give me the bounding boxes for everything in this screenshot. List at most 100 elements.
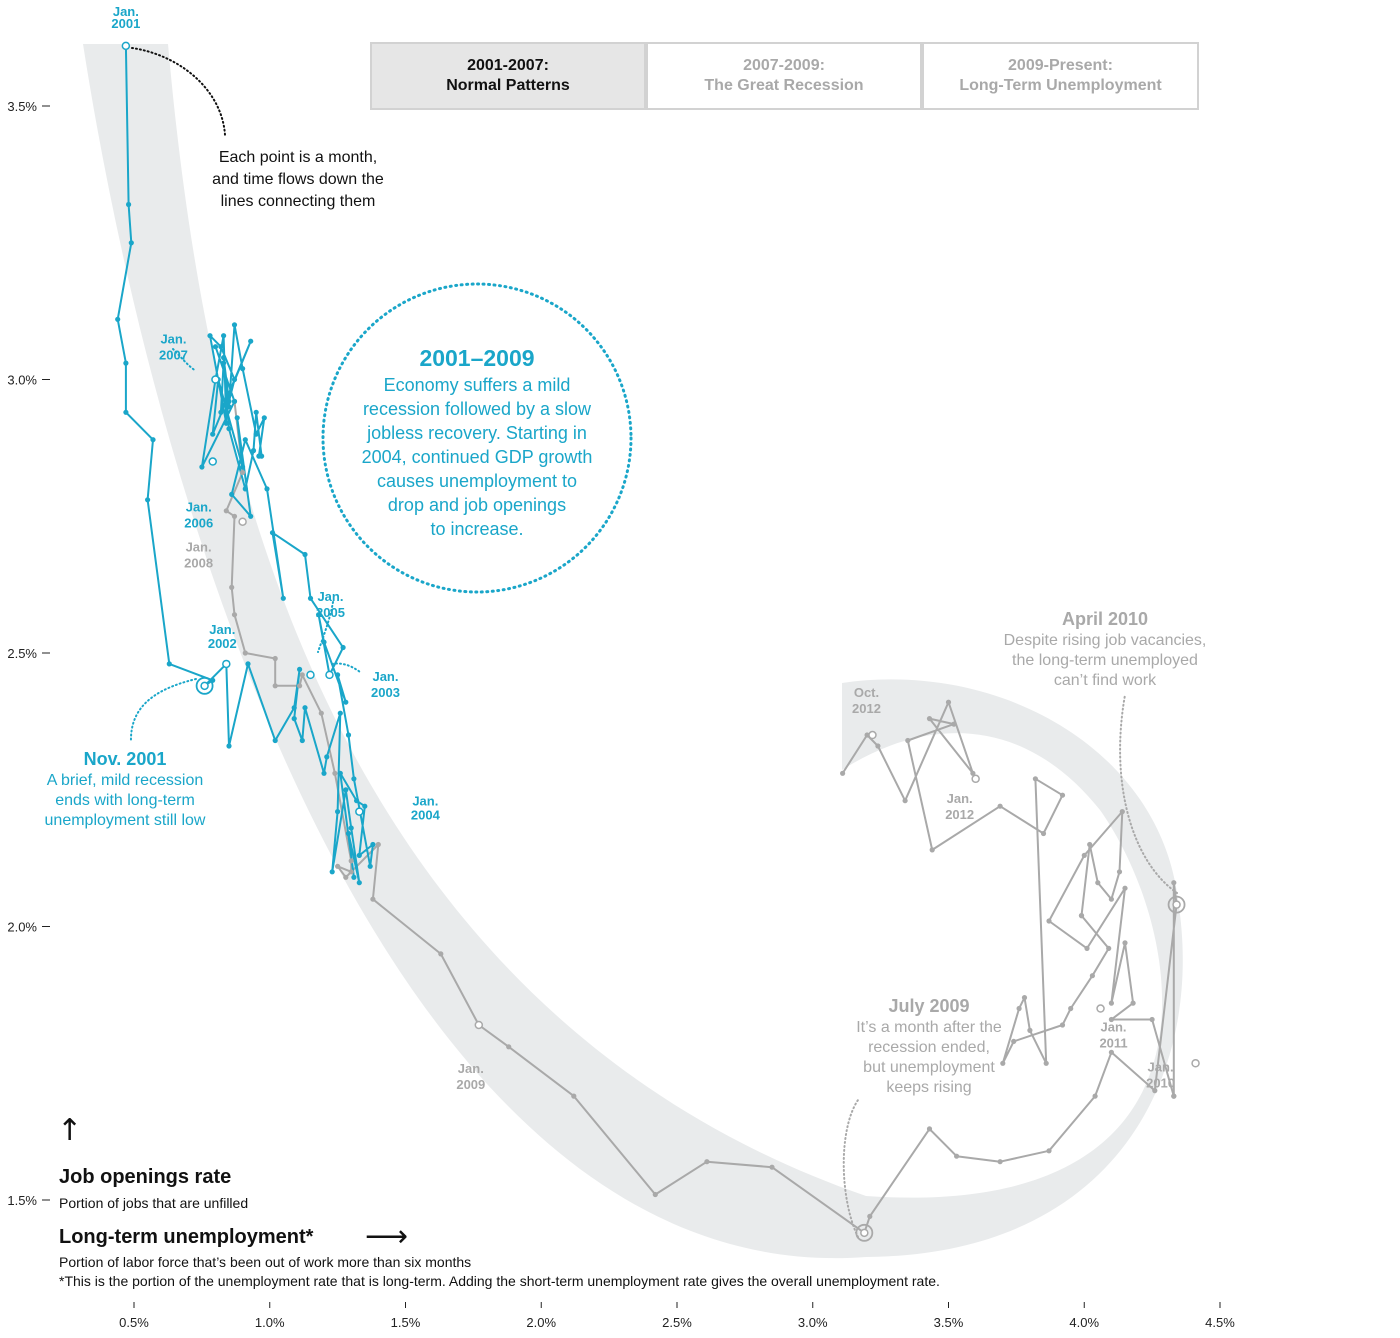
y-axis-subtitle: Portion of jobs that are unfilled (59, 1195, 249, 1211)
nov-2001-body: ends with long-term (55, 792, 195, 809)
data-points (115, 43, 1180, 1236)
tab-2009-present[interactable]: 2009-Present: Long-Term Unemployment (922, 42, 1199, 110)
year-marker (1096, 1004, 1105, 1013)
data-point (1027, 1027, 1033, 1033)
data-point (929, 847, 935, 853)
data-point (272, 737, 278, 744)
x-tick-label: 4.0% (1069, 1315, 1099, 1330)
april-2010-title: April 2010 (1062, 609, 1148, 629)
year-label: Oct. (854, 685, 879, 700)
data-point (335, 672, 341, 678)
july-2009-body: recession ended, (868, 1039, 990, 1056)
data-point (302, 705, 308, 711)
data-point (1078, 913, 1085, 919)
data-point (997, 1159, 1003, 1165)
data-point (652, 1191, 658, 1198)
data-point (223, 420, 229, 426)
data-point (354, 798, 360, 804)
data-point (438, 951, 444, 957)
x-tick-label: 4.5% (1205, 1315, 1235, 1330)
data-point (362, 803, 368, 809)
data-point (1095, 880, 1101, 886)
footnote: *This is the portion of the unemployment… (59, 1273, 940, 1289)
data-point (1122, 940, 1128, 946)
data-point (1171, 1093, 1177, 1099)
data-point (299, 672, 305, 678)
data-point (954, 1153, 960, 1159)
year-label: 2003 (371, 685, 400, 700)
data-point (1106, 945, 1112, 952)
series-line-2007-2009 (225, 401, 1178, 1234)
data-point (1000, 1060, 1006, 1066)
july-2009-leader (842, 1099, 859, 1238)
data-point (128, 240, 134, 246)
data-point (356, 852, 362, 859)
y-tick-label: 3.0% (7, 373, 37, 388)
year-label: Jan. (372, 669, 398, 684)
data-point (221, 360, 227, 366)
data-point (1092, 1093, 1098, 1099)
data-point (324, 754, 330, 760)
data-point (231, 513, 238, 519)
year-marker (1191, 1059, 1200, 1068)
data-point (150, 437, 156, 443)
tab-title: Long-Term Unemployment (959, 77, 1162, 94)
data-point (207, 333, 213, 339)
data-point (253, 431, 259, 437)
data-point (297, 683, 303, 689)
tab-title: The Great Recession (704, 77, 864, 94)
nov-2001-marker (195, 676, 214, 695)
data-point (1084, 945, 1090, 952)
year-label: 2012 (945, 807, 974, 822)
data-point (259, 453, 265, 459)
y-tick-label: 2.5% (7, 646, 37, 661)
data-point (864, 732, 870, 738)
data-point (571, 1093, 577, 1099)
nov-2001-body: unemployment still low (45, 812, 206, 829)
data-point (240, 366, 246, 372)
x-axis-title: Long-term unemployment* (59, 1226, 314, 1248)
data-point (221, 355, 227, 361)
data-point (234, 415, 240, 421)
year-marker (208, 457, 217, 466)
data-point (1149, 1016, 1155, 1023)
data-point (867, 1213, 873, 1219)
data-point (272, 655, 278, 662)
data-point (506, 1044, 512, 1050)
summary-body: drop and job openings (388, 495, 566, 515)
data-point (123, 409, 129, 415)
july-2009-body: keeps rising (886, 1079, 971, 1096)
each-point-annotation: Each point is a month, (219, 149, 377, 166)
x-tick-label: 2.5% (662, 1315, 692, 1330)
july-2009-body: but unemployment (863, 1059, 995, 1076)
summary-title: 2001–2009 (419, 345, 534, 371)
data-point (242, 437, 248, 443)
tab-2001-2007[interactable]: 2001-2007: Normal Patterns (370, 42, 646, 110)
x-tick-label: 3.5% (934, 1315, 964, 1330)
data-point (280, 595, 286, 601)
data-point (221, 333, 227, 339)
data-point (367, 863, 373, 869)
data-point (253, 409, 259, 415)
year-label: Jan. (186, 500, 212, 515)
year-marker (238, 517, 247, 526)
data-point (297, 666, 303, 673)
april-2010-body: the long-term unemployed (1012, 652, 1198, 669)
year-marker (222, 659, 231, 669)
data-point (343, 874, 349, 880)
year-marker (211, 375, 220, 384)
year-marker (325, 670, 334, 680)
summary-circle (321, 282, 633, 594)
year-label: Jan. (186, 540, 212, 555)
data-point (1046, 918, 1052, 924)
data-point (1059, 792, 1066, 798)
nov-2001-leader (129, 678, 197, 743)
year-marker (474, 1020, 484, 1030)
summary-body: jobless recovery. Starting in (366, 423, 587, 443)
year-label: 2008 (184, 556, 213, 571)
year-marker (121, 41, 131, 51)
tab-2007-2009[interactable]: 2007-2009: The Great Recession (646, 42, 922, 110)
trend-band (83, 44, 1183, 1259)
data-point (240, 464, 246, 470)
